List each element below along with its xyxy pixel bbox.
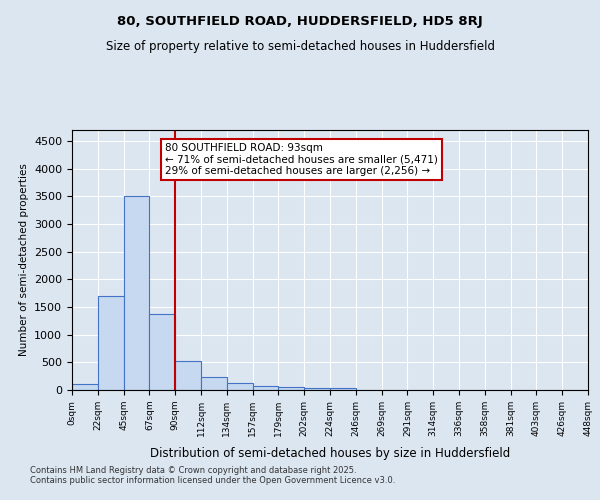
Text: Contains HM Land Registry data © Crown copyright and database right 2025.
Contai: Contains HM Land Registry data © Crown c… xyxy=(30,466,395,485)
Bar xyxy=(72,384,98,390)
Text: 80, SOUTHFIELD ROAD, HUDDERSFIELD, HD5 8RJ: 80, SOUTHFIELD ROAD, HUDDERSFIELD, HD5 8… xyxy=(117,15,483,28)
X-axis label: Distribution of semi-detached houses by size in Huddersfield: Distribution of semi-detached houses by … xyxy=(150,447,510,460)
Bar xyxy=(98,296,124,390)
Text: Size of property relative to semi-detached houses in Huddersfield: Size of property relative to semi-detach… xyxy=(106,40,494,53)
Bar xyxy=(304,388,330,390)
Bar xyxy=(227,383,253,390)
Bar xyxy=(253,386,278,390)
Bar xyxy=(330,388,356,390)
Bar xyxy=(201,378,227,390)
Bar xyxy=(175,360,201,390)
Bar xyxy=(124,196,149,390)
Y-axis label: Number of semi-detached properties: Number of semi-detached properties xyxy=(19,164,29,356)
Text: 80 SOUTHFIELD ROAD: 93sqm
← 71% of semi-detached houses are smaller (5,471)
29% : 80 SOUTHFIELD ROAD: 93sqm ← 71% of semi-… xyxy=(165,143,438,176)
Bar xyxy=(149,314,175,390)
Bar xyxy=(278,386,304,390)
